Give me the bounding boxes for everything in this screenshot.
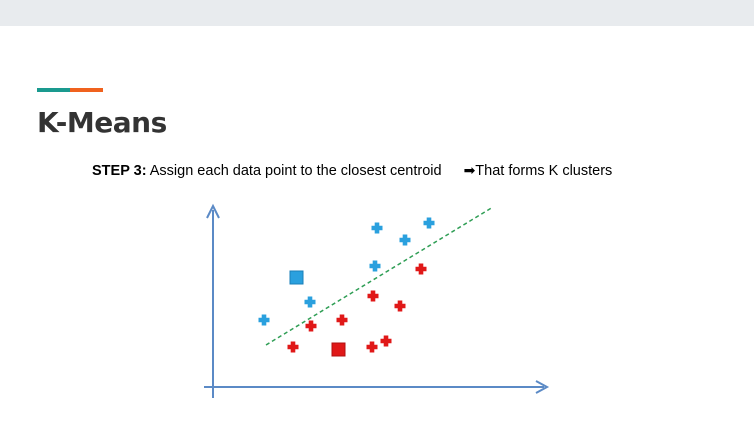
- dashed-boundary-line: [265, 206, 494, 346]
- right-arrow-icon: ➡: [463, 162, 476, 178]
- title-accent-teal: [37, 88, 70, 92]
- slide-title: K-Means: [37, 106, 167, 139]
- red-cluster-point: [394, 300, 406, 312]
- x-axis-arrowhead: [535, 380, 550, 394]
- result-text: That forms K clusters: [475, 163, 613, 179]
- red-cluster-point: [366, 341, 378, 353]
- blue-cluster-point: [304, 296, 316, 308]
- blue-cluster-point: [371, 222, 383, 234]
- red-cluster-point: [380, 335, 392, 347]
- red-cluster-point: [287, 341, 299, 353]
- step-description: STEP 3: Assign each data point to the cl…: [92, 162, 612, 179]
- red-cluster-point: [367, 290, 379, 302]
- red-centroid: [331, 342, 346, 357]
- red-cluster-point: [336, 314, 348, 326]
- top-band: [0, 0, 754, 26]
- title-accent-orange: [70, 88, 103, 92]
- red-cluster-point: [415, 263, 427, 275]
- data-points: [258, 217, 435, 353]
- blue-cluster-point: [258, 314, 270, 326]
- step-label: STEP 3:: [92, 163, 147, 179]
- blue-cluster-point: [423, 217, 435, 229]
- red-cluster-point: [305, 320, 317, 332]
- y-axis-arrowhead: [206, 203, 220, 219]
- blue-cluster-point: [399, 234, 411, 246]
- centroids: [289, 270, 346, 357]
- blue-centroid: [289, 270, 304, 285]
- cluster-boundary: [265, 206, 494, 346]
- step-text: Assign each data point to the closest ce…: [146, 163, 442, 179]
- axes: [204, 203, 550, 398]
- blue-cluster-point: [369, 260, 381, 272]
